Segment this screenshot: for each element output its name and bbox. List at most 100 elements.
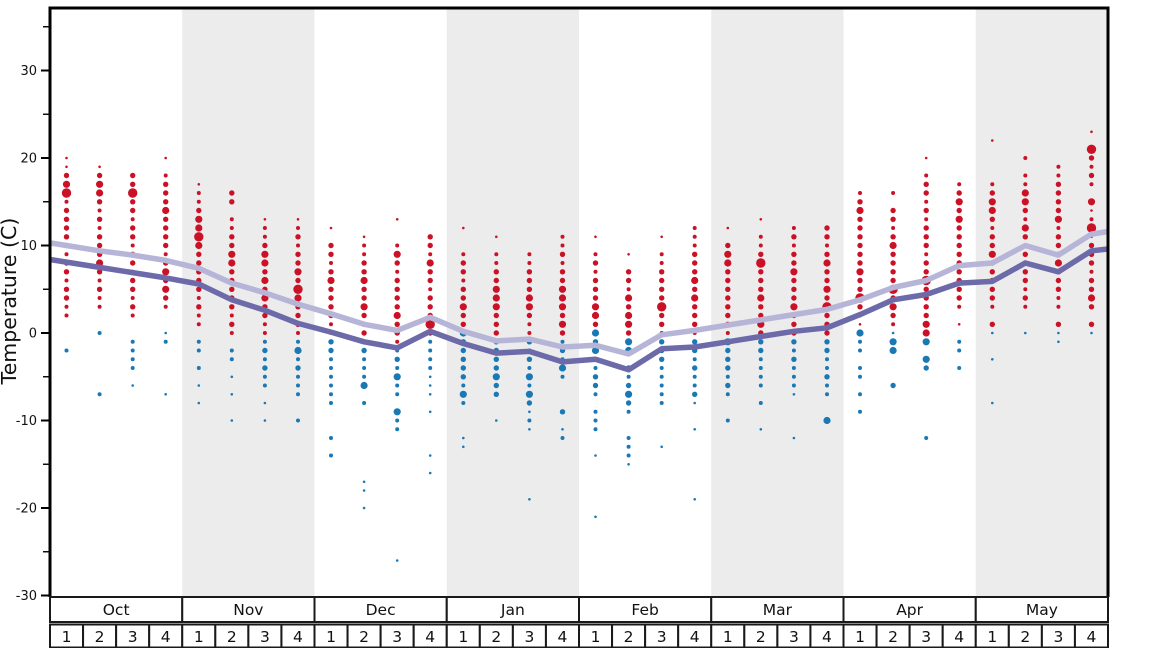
week-label: 4 bbox=[1087, 628, 1097, 646]
red-high-temp-dot bbox=[427, 277, 433, 284]
week-label: 2 bbox=[888, 628, 898, 646]
red-high-temp-dot bbox=[593, 252, 598, 257]
week-label: 1 bbox=[855, 628, 865, 646]
red-high-temp-dot bbox=[1023, 217, 1028, 222]
blue-low-temp-dot bbox=[758, 374, 763, 379]
month-label: Dec bbox=[366, 601, 396, 619]
blue-low-temp-dot bbox=[395, 392, 400, 397]
month-label: Mar bbox=[763, 601, 793, 619]
red-high-temp-dot bbox=[823, 259, 831, 267]
red-high-temp-dot bbox=[329, 226, 333, 230]
blue-low-temp-dot bbox=[328, 347, 334, 354]
red-high-temp-dot bbox=[824, 277, 830, 284]
blue-low-temp-dot bbox=[262, 347, 268, 354]
red-high-temp-dot bbox=[427, 269, 433, 275]
red-high-temp-dot bbox=[989, 321, 995, 327]
red-high-temp-dot bbox=[1088, 321, 1095, 327]
red-high-temp-dot bbox=[328, 304, 334, 310]
blue-low-temp-dot bbox=[560, 374, 565, 379]
blue-low-temp-dot bbox=[64, 348, 69, 353]
red-high-temp-dot bbox=[394, 277, 400, 284]
red-high-temp-dot bbox=[328, 295, 334, 301]
blue-low-temp-dot bbox=[163, 339, 168, 344]
blue-low-temp-dot bbox=[362, 506, 366, 510]
red-high-temp-dot bbox=[923, 234, 929, 240]
red-high-temp-dot bbox=[989, 234, 995, 240]
week-label: 2 bbox=[227, 628, 237, 646]
blue-low-temp-dot bbox=[428, 348, 433, 353]
red-high-temp-dot bbox=[294, 294, 302, 302]
red-high-temp-dot bbox=[956, 234, 962, 240]
red-high-temp-dot bbox=[1021, 189, 1029, 197]
red-high-temp-dot bbox=[130, 172, 136, 179]
red-high-temp-dot bbox=[955, 198, 963, 206]
red-high-temp-dot bbox=[395, 243, 400, 248]
blue-low-temp-dot bbox=[591, 346, 600, 355]
red-high-temp-dot bbox=[329, 322, 333, 327]
red-high-temp-dot bbox=[63, 269, 70, 275]
blue-low-temp-dot bbox=[428, 410, 432, 414]
month-cell bbox=[313, 596, 448, 623]
blue-low-temp-dot bbox=[229, 348, 234, 353]
red-high-temp-dot bbox=[558, 320, 567, 328]
red-high-temp-dot bbox=[196, 251, 202, 257]
red-high-temp-dot bbox=[229, 199, 235, 205]
red-high-temp-dot bbox=[594, 235, 597, 239]
red-high-temp-dot bbox=[525, 294, 534, 302]
red-high-temp-dot bbox=[957, 304, 962, 309]
red-high-temp-dot bbox=[328, 242, 334, 249]
red-high-temp-dot bbox=[923, 260, 929, 266]
red-high-temp-dot bbox=[296, 331, 300, 335]
red-high-temp-dot bbox=[659, 261, 664, 265]
week-label: 3 bbox=[921, 628, 931, 646]
red-high-temp-dot bbox=[1022, 207, 1028, 214]
blue-low-temp-dot bbox=[957, 348, 962, 353]
red-high-temp-dot bbox=[229, 242, 235, 249]
red-high-temp-dot bbox=[591, 303, 600, 311]
y-tick-label: 0 bbox=[29, 327, 37, 342]
red-high-temp-dot bbox=[63, 172, 70, 179]
red-high-temp-dot bbox=[724, 250, 732, 258]
blue-low-temp-dot bbox=[527, 366, 532, 370]
blue-low-temp-dot bbox=[1057, 340, 1060, 344]
red-high-temp-dot bbox=[460, 269, 466, 275]
red-high-temp-dot bbox=[692, 312, 698, 319]
red-high-temp-dot bbox=[427, 234, 433, 240]
blue-low-temp-dot bbox=[230, 393, 234, 396]
red-high-temp-dot bbox=[592, 286, 599, 292]
blue-low-temp-dot bbox=[693, 428, 696, 431]
blue-low-temp-dot bbox=[230, 419, 234, 422]
red-high-temp-dot bbox=[1089, 217, 1094, 222]
red-high-temp-dot bbox=[956, 190, 962, 196]
red-high-temp-dot bbox=[1090, 130, 1093, 134]
red-high-temp-dot bbox=[96, 242, 103, 249]
blue-low-temp-dot bbox=[196, 366, 201, 370]
blue-low-temp-dot bbox=[692, 339, 698, 345]
blue-low-temp-dot bbox=[329, 453, 333, 458]
red-high-temp-dot bbox=[857, 225, 863, 231]
blue-low-temp-dot bbox=[296, 374, 300, 379]
red-high-temp-dot bbox=[196, 304, 202, 310]
red-high-temp-dot bbox=[427, 304, 433, 310]
blue-low-temp-dot bbox=[594, 515, 597, 519]
red-high-temp-dot bbox=[924, 199, 929, 204]
week-label: 2 bbox=[359, 628, 369, 646]
red-high-temp-dot bbox=[293, 284, 303, 294]
red-high-temp-dot bbox=[1023, 287, 1028, 292]
blue-low-temp-dot bbox=[329, 392, 333, 397]
blue-low-temp-dot bbox=[460, 356, 466, 362]
blue-low-temp-dot bbox=[197, 401, 201, 405]
red-high-temp-dot bbox=[361, 286, 367, 292]
red-high-temp-dot bbox=[692, 226, 697, 230]
red-high-temp-dot bbox=[924, 252, 929, 257]
blue-low-temp-dot bbox=[758, 401, 763, 405]
red-high-temp-dot bbox=[1086, 223, 1097, 233]
blue-low-temp-dot bbox=[461, 401, 466, 405]
week-label: 2 bbox=[491, 628, 501, 646]
red-high-temp-dot bbox=[163, 225, 169, 231]
red-high-temp-dot bbox=[526, 312, 533, 319]
blue-low-temp-dot bbox=[692, 383, 697, 388]
red-high-temp-dot bbox=[96, 216, 103, 222]
red-high-temp-dot bbox=[262, 331, 267, 335]
blue-low-temp-dot bbox=[395, 383, 400, 388]
